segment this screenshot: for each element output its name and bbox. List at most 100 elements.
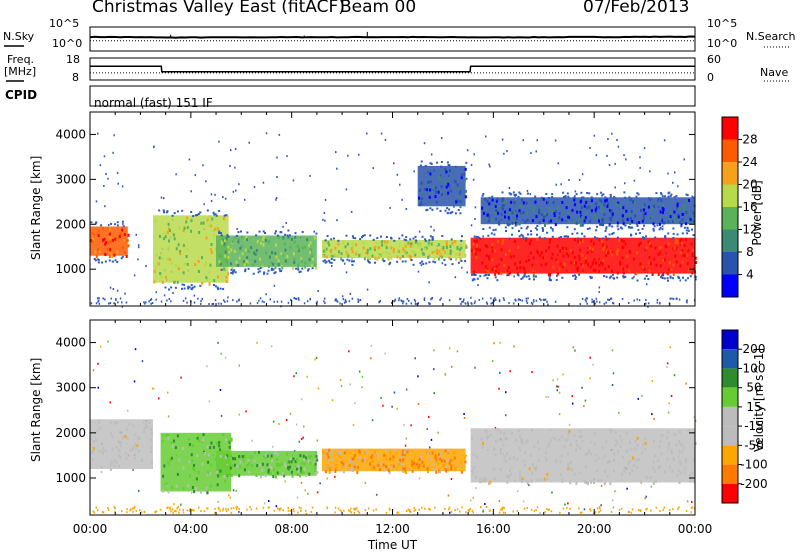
cell <box>657 253 660 256</box>
near-range-echo <box>546 508 548 510</box>
cell <box>300 466 303 470</box>
band-edge <box>257 268 260 271</box>
band-edge <box>534 195 537 198</box>
cell <box>569 460 572 464</box>
cell <box>411 469 414 473</box>
cell <box>630 448 633 452</box>
cell <box>622 267 625 271</box>
near-range-echo <box>143 510 146 513</box>
band-edge <box>326 235 329 237</box>
band-edge <box>667 279 669 282</box>
cell <box>246 256 249 260</box>
band-edge <box>215 214 218 217</box>
cell <box>296 464 299 468</box>
cell <box>241 455 244 458</box>
cell <box>652 222 655 226</box>
cell <box>598 238 601 242</box>
cell <box>221 240 224 243</box>
cell <box>621 245 624 249</box>
near-range-echo <box>336 299 338 302</box>
cell <box>513 219 516 223</box>
cell <box>672 220 674 224</box>
cell <box>679 251 682 255</box>
band-edge <box>574 274 576 277</box>
cell <box>460 460 463 464</box>
cell <box>680 237 683 241</box>
cell <box>181 446 184 450</box>
cell <box>221 236 224 239</box>
cell <box>338 250 340 254</box>
cell <box>605 254 608 257</box>
scatter-point <box>160 196 163 199</box>
cell <box>290 470 293 474</box>
scatter-point <box>555 385 558 388</box>
scatter-point <box>234 147 237 150</box>
near-range-echo <box>409 509 411 511</box>
cell <box>224 455 227 459</box>
band-edge <box>187 287 190 290</box>
cell <box>671 469 674 473</box>
cell <box>598 219 600 223</box>
near-range-echo <box>501 507 503 510</box>
cell <box>666 457 669 461</box>
scatter-point <box>505 391 507 394</box>
band-edge <box>457 261 460 264</box>
cell <box>586 206 589 210</box>
cell <box>508 249 511 252</box>
band-edge <box>262 230 265 233</box>
cell <box>366 458 369 462</box>
x-tick-label-3: 12:00 <box>375 522 410 536</box>
cell <box>622 271 625 275</box>
cell <box>227 245 230 249</box>
near-range-echo <box>340 510 343 513</box>
near-range-echo <box>523 507 526 510</box>
cell <box>577 254 580 258</box>
cell <box>674 241 677 245</box>
cell <box>561 246 564 250</box>
cell <box>197 439 200 443</box>
cell <box>487 270 489 274</box>
cell <box>611 269 613 273</box>
cell <box>561 201 564 204</box>
cell <box>538 208 541 212</box>
near-range-echo <box>168 298 171 300</box>
cell <box>138 436 141 440</box>
cell <box>274 451 277 455</box>
band-edge <box>236 235 238 237</box>
band-edge <box>624 196 627 199</box>
cell <box>534 270 536 274</box>
cell <box>275 255 278 259</box>
scatter-point <box>558 413 561 416</box>
cell <box>675 443 678 447</box>
cell <box>538 211 540 215</box>
near-range-echo <box>656 299 659 301</box>
band-edge <box>352 260 355 263</box>
cell <box>627 213 630 217</box>
scatter-point <box>405 388 408 391</box>
band-edge <box>460 260 463 262</box>
near-range-echo <box>238 507 240 510</box>
band-edge <box>660 192 662 195</box>
cell <box>465 189 467 193</box>
cell <box>620 439 623 443</box>
near-range-echo <box>656 301 659 304</box>
cell <box>678 430 681 434</box>
cell <box>193 463 195 467</box>
scatter-point <box>232 489 235 492</box>
near-range-echo <box>618 508 621 511</box>
cell <box>390 466 393 470</box>
cell <box>507 216 510 220</box>
near-range-echo <box>409 511 412 513</box>
cell <box>322 255 325 259</box>
near-range-echo <box>431 297 433 300</box>
scatter-point <box>472 178 475 181</box>
cell <box>534 200 537 204</box>
cell <box>359 456 362 460</box>
cell <box>634 447 637 451</box>
cell <box>94 250 97 254</box>
nsky-frame <box>89 26 696 52</box>
near-range-echo <box>186 509 189 512</box>
cell <box>385 457 388 461</box>
cell <box>515 221 518 225</box>
band-edge <box>286 234 289 237</box>
